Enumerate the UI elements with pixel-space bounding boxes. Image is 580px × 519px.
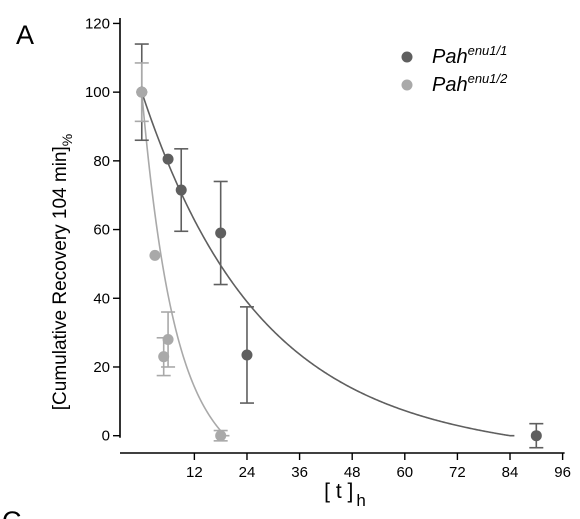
data-point-series-1: [530, 430, 542, 442]
x-axis-label-main: [ t ]: [324, 480, 353, 503]
data-point-series-2: [149, 249, 161, 261]
data-point-series-1: [215, 227, 227, 239]
legend-label-superscript: enu1/2: [468, 71, 509, 86]
data-point-series-2: [162, 334, 174, 345]
y-axis-label-unit: %: [59, 134, 75, 146]
x-tick-label: 12: [186, 464, 203, 481]
data-point-series-2: [136, 86, 148, 98]
panel-letter-a: A: [16, 20, 34, 50]
x-axis-label-unit: h: [356, 491, 365, 510]
data-point-series-2: [158, 351, 170, 363]
y-tick-label: 100: [85, 84, 110, 101]
panel-letter-c: C: [2, 506, 22, 519]
legend-label-series-2: Pahenu1/2: [432, 71, 508, 96]
y-tick-label: 0: [102, 428, 110, 445]
x-tick-label: 72: [449, 464, 466, 481]
fit-curve-series-2: [140, 92, 230, 437]
svg-text:[Cumulative Recovery 104 min]%: [Cumulative Recovery 104 min]%: [50, 134, 75, 410]
data-point-series-2: [215, 430, 227, 442]
fit-curves: [140, 91, 515, 437]
y-tick-label: 40: [93, 290, 110, 307]
y-tick-label: 80: [93, 153, 110, 170]
data-point-series-1: [175, 184, 187, 196]
y-tick-label: 20: [93, 359, 110, 376]
error-bars: [134, 43, 544, 449]
axes: 0 20 40 60 80 100 120 12 24 36 48 60 72 84 96: [85, 15, 571, 481]
y-tick-label: 120: [85, 15, 110, 32]
x-tick-label: 96: [554, 464, 571, 481]
x-axis-label: [ t ] h: [324, 480, 366, 510]
y-axis-label-main: [Cumulative Recovery 104 min]: [50, 146, 71, 410]
data-point-series-1: [162, 153, 174, 165]
y-tick-label: 60: [93, 222, 110, 239]
legend-label-name: Pah: [432, 46, 468, 68]
x-tick-label: 36: [291, 464, 308, 481]
x-tick-label: 48: [344, 464, 361, 481]
data-points: [136, 86, 542, 442]
y-axis-label: [Cumulative Recovery 104 min]%: [50, 134, 75, 410]
legend-marker-series-2: [401, 79, 413, 91]
legend-marker-series-1: [401, 51, 413, 63]
x-tick-label: 84: [502, 464, 519, 481]
x-tick-label: 24: [239, 464, 256, 481]
x-tick-label: 60: [396, 464, 413, 481]
legend-label-series-1: Pahenu1/1: [432, 43, 507, 68]
legend-label-superscript: enu1/1: [468, 43, 508, 58]
fit-curve-series-1: [141, 91, 515, 437]
data-point-series-1: [241, 349, 253, 361]
legend-label-name: Pah: [432, 74, 468, 96]
